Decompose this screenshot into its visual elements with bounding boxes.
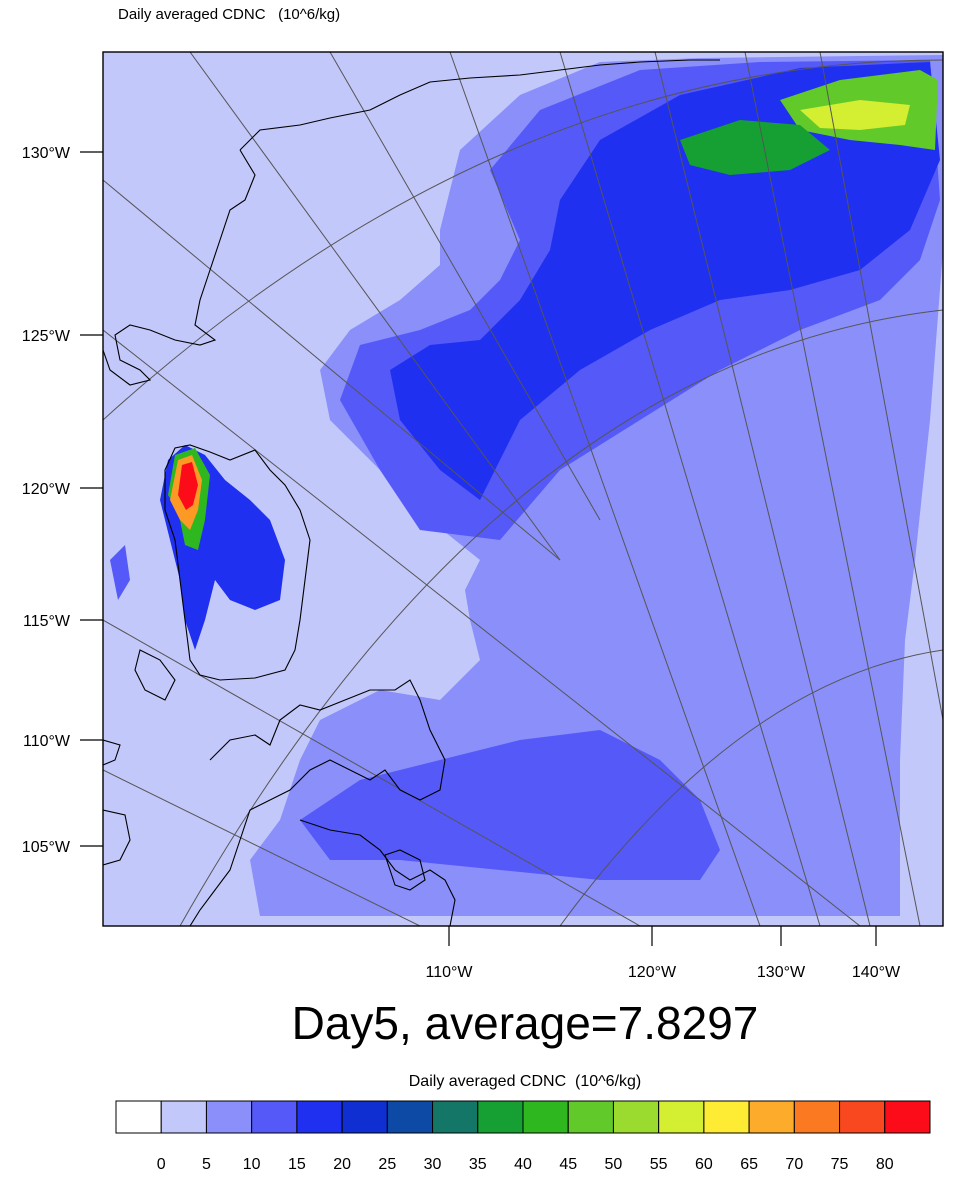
meridian-line bbox=[103, 179, 561, 561]
colorbar-tick-label: 10 bbox=[243, 1156, 261, 1173]
left-axis-label: 110°W bbox=[23, 733, 71, 750]
left-axis-label: 130°W bbox=[22, 145, 71, 162]
colorbar-tick-label: 65 bbox=[740, 1156, 758, 1173]
coastline-west-b bbox=[103, 809, 131, 866]
variable-name: Daily averaged CDNC bbox=[118, 6, 266, 23]
meridian-line bbox=[103, 619, 641, 926]
left-axis-label: 125°W bbox=[22, 328, 71, 345]
colorbar-swatch bbox=[703, 1100, 750, 1134]
coastline-north bbox=[239, 59, 720, 151]
meridian-line bbox=[559, 52, 821, 926]
field-yellow-streak bbox=[800, 100, 910, 130]
meridian-line bbox=[449, 52, 761, 926]
coastline-west-a bbox=[103, 739, 121, 766]
colorbar-swatch bbox=[160, 1100, 207, 1134]
coastlines bbox=[103, 59, 720, 926]
coastline-mainland bbox=[103, 149, 256, 386]
colorbar-swatch bbox=[296, 1100, 343, 1134]
left-axis: 130°W 125°W 120°W 115°W 110°W 105°W bbox=[22, 145, 103, 856]
field-green-streak-2 bbox=[680, 120, 830, 175]
colorbar-tick-label: 55 bbox=[650, 1156, 668, 1173]
colorbar-variable: Daily averaged CDNC bbox=[408, 1073, 567, 1090]
colorbar-tick-label: 80 bbox=[876, 1156, 894, 1173]
colorbar-swatch bbox=[477, 1100, 524, 1134]
coastline-archipelago bbox=[189, 679, 446, 926]
colorbar-swatch bbox=[612, 1100, 660, 1134]
colorbar-swatch bbox=[522, 1100, 569, 1134]
colorbar-swatch bbox=[386, 1100, 434, 1134]
bottom-axis: 110°W 120°W 130°W 140°W bbox=[425, 926, 901, 981]
colorbar-swatch bbox=[793, 1100, 841, 1134]
figure-title: Day5, average=7.8297 bbox=[291, 997, 759, 1049]
left-axis-label: 105°W bbox=[22, 839, 71, 856]
colorbar-tick-label: 20 bbox=[333, 1156, 351, 1173]
coastline-islet bbox=[134, 649, 176, 701]
field-15-20-region bbox=[390, 62, 940, 500]
field-island-red bbox=[178, 462, 198, 510]
colorbar-tick-label: 5 bbox=[202, 1156, 211, 1173]
meridian-line bbox=[329, 52, 601, 521]
meridian-line bbox=[744, 52, 921, 926]
coastline-small-island bbox=[384, 849, 426, 891]
bottom-axis-label: 140°W bbox=[852, 964, 901, 981]
bottom-axis-label: 110°W bbox=[425, 964, 473, 981]
parallel-line bbox=[559, 649, 943, 926]
coastline-victoria-island bbox=[164, 444, 311, 681]
meridian-line bbox=[654, 52, 871, 926]
meridian-line bbox=[103, 769, 421, 926]
colorbar-swatch bbox=[567, 1100, 614, 1134]
colorbar-swatch bbox=[884, 1100, 931, 1134]
colorbar-tick-label: 35 bbox=[469, 1156, 487, 1173]
meridian-line bbox=[103, 329, 861, 926]
colorbar-tick-label: 15 bbox=[288, 1156, 306, 1173]
left-axis-label: 120°W bbox=[22, 481, 71, 498]
colorbar-tick-label: 70 bbox=[785, 1156, 803, 1173]
colorbar-tick-label: 40 bbox=[514, 1156, 532, 1173]
colorbar-swatch bbox=[341, 1100, 388, 1134]
colorbar-units: (10^6/kg) bbox=[575, 1073, 642, 1090]
field-small-blue-patch bbox=[110, 545, 130, 600]
left-axis-label: 115°W bbox=[23, 613, 71, 630]
colorbar-tick-label: 75 bbox=[831, 1156, 849, 1173]
meridian-line bbox=[819, 52, 943, 721]
colorbar-swatch bbox=[205, 1100, 253, 1134]
map-field bbox=[103, 52, 943, 926]
parallel-line bbox=[179, 309, 943, 926]
meridian-line bbox=[189, 52, 561, 561]
colorbar-swatch bbox=[432, 1100, 479, 1134]
field-south-blue-region bbox=[300, 730, 720, 880]
colorbar-tick-label: 60 bbox=[695, 1156, 713, 1173]
colorbar-tick-label: 30 bbox=[424, 1156, 442, 1173]
map-frame bbox=[102, 51, 944, 927]
graticule bbox=[103, 52, 943, 926]
colorbar-swatch bbox=[748, 1100, 795, 1134]
coastline-south bbox=[299, 819, 456, 926]
colorbar-swatch bbox=[251, 1100, 298, 1134]
colorbar-title: Daily averaged CDNC (10^6/kg) bbox=[0, 1073, 958, 1091]
colorbar-tick-label: 0 bbox=[157, 1156, 166, 1173]
colorbar-tick-label: 45 bbox=[559, 1156, 577, 1173]
colorbar: 0 5 10 15 20 25 30 35 40 45 50 55 60 65 70 75 80 bbox=[115, 1100, 931, 1173]
colorbar-swatch bbox=[839, 1100, 886, 1134]
bottom-axis-label: 130°W bbox=[757, 964, 806, 981]
parallel-line bbox=[103, 59, 943, 421]
bottom-axis-label: 120°W bbox=[628, 964, 677, 981]
colorbar-swatch bbox=[115, 1100, 162, 1134]
colorbar-tick-label: 25 bbox=[378, 1156, 396, 1173]
colorbar-tick-label: 50 bbox=[605, 1156, 623, 1173]
colorbar-swatch bbox=[658, 1100, 705, 1134]
map-variable-label: Daily averaged CDNC (10^6/kg) bbox=[118, 6, 340, 23]
variable-units: (10^6/kg) bbox=[278, 6, 341, 23]
